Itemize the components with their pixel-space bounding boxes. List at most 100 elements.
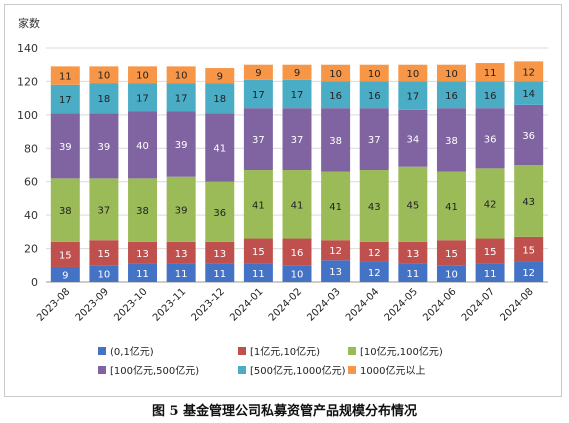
data-label: 15 (59, 250, 72, 261)
legend-swatch (348, 366, 356, 374)
data-label: 11 (136, 269, 149, 280)
data-label: 41 (445, 202, 458, 213)
bar-segment (475, 263, 505, 282)
data-label: 37 (291, 135, 304, 146)
y-tick-label: 120 (17, 75, 38, 88)
y-tick-label: 100 (17, 109, 38, 122)
bar-segment (89, 83, 119, 114)
y-tick-label: 20 (24, 243, 38, 256)
data-label: 13 (213, 249, 226, 260)
data-label: 10 (136, 71, 149, 82)
data-label: 12 (368, 268, 381, 279)
data-label: 38 (329, 136, 342, 147)
bar-segment (50, 113, 80, 179)
bar-segment (359, 261, 389, 282)
data-label: 15 (252, 247, 265, 258)
bar-segment (128, 83, 158, 112)
bar-segment (514, 81, 544, 105)
bar-segment (243, 238, 273, 264)
x-tick-label: 2024-04 (344, 286, 381, 323)
bar-segment (243, 64, 273, 80)
data-label: 17 (175, 93, 188, 104)
bar-segment (282, 79, 312, 109)
bar-segment (243, 170, 273, 239)
bar-segment (359, 108, 389, 171)
bar-segment (166, 176, 196, 242)
data-label: 11 (406, 269, 419, 280)
x-tick-label: 2024-06 (421, 286, 458, 323)
data-label: 11 (484, 269, 497, 280)
bar-segment (50, 178, 80, 242)
bar-segment (321, 64, 351, 82)
figure-caption: 图 5 基金管理公司私募资管产品规模分布情况 (151, 404, 418, 419)
data-label: 17 (291, 90, 304, 101)
bar-segment (89, 66, 119, 84)
legend: (0,1亿元) [1亿元,10亿元) [10亿元,100亿元) [100亿元,500亿… (98, 345, 443, 377)
x-tick-label: 2023-08 (35, 286, 72, 323)
bars-group: 9 15 38 39 17 11 10 15 37 39 18 10 11 13 38 40 17 10 11 13 3… (50, 61, 544, 282)
data-label: 39 (98, 142, 111, 153)
data-label: 15 (484, 247, 497, 258)
x-tick-label: 2024-01 (228, 286, 265, 323)
bar-segment (243, 79, 273, 109)
bar-segment (475, 168, 505, 239)
bar-segment (205, 83, 235, 114)
data-label: 10 (291, 270, 304, 281)
data-label: 38 (59, 206, 72, 217)
data-label: 17 (59, 95, 72, 106)
data-label: 10 (175, 71, 188, 82)
legend-swatch (98, 366, 106, 374)
x-tick-label: 2023-09 (74, 286, 111, 323)
data-label: 10 (98, 270, 111, 281)
bar-segment (166, 263, 196, 282)
bar-segment (321, 81, 351, 109)
bar-segment (89, 178, 119, 241)
data-label: 16 (329, 91, 342, 102)
bar-segment (398, 263, 428, 282)
bar-segment (128, 241, 158, 264)
data-label: 13 (406, 249, 419, 260)
bar-segment (282, 170, 312, 239)
bar-segment (243, 263, 273, 282)
data-label: 41 (291, 200, 304, 211)
data-label: 37 (252, 135, 265, 146)
x-tick-label: 2024-08 (498, 286, 535, 323)
data-label: 10 (368, 69, 381, 80)
data-label: 11 (213, 269, 226, 280)
y-tick-label: 40 (24, 209, 38, 222)
data-label: 36 (213, 208, 226, 219)
bar-segment (359, 170, 389, 242)
y-tick-label: 0 (31, 276, 38, 289)
x-tick-label: 2023-11 (151, 286, 188, 323)
data-label: 10 (98, 71, 111, 82)
bar-segment (166, 83, 196, 112)
data-label: 40 (136, 141, 149, 152)
data-label: 10 (445, 69, 458, 80)
bar-segment (243, 108, 273, 171)
bar-segment (50, 266, 80, 282)
data-label: 16 (368, 91, 381, 102)
data-label: 17 (252, 90, 265, 101)
bar-segment (398, 64, 428, 82)
data-label: 10 (329, 69, 342, 80)
bar-segment (89, 113, 119, 179)
data-label: 18 (98, 94, 111, 105)
data-label: 36 (484, 134, 497, 145)
bar-segment (205, 263, 235, 282)
bar-segment (321, 240, 351, 261)
x-tick-label: 2023-12 (190, 286, 227, 323)
bar-segment (514, 236, 544, 262)
data-label: 9 (255, 68, 261, 79)
data-label: 37 (98, 205, 111, 216)
bar-segment (436, 265, 466, 282)
data-label: 42 (484, 199, 497, 210)
bar-segment (128, 111, 158, 179)
data-label: 38 (445, 136, 458, 147)
data-label: 17 (136, 93, 149, 104)
y-tick-label: 140 (17, 42, 38, 55)
data-label: 9 (294, 68, 300, 79)
bar-segment (436, 171, 466, 241)
bar-segment (205, 68, 235, 84)
bar-segment (89, 240, 119, 266)
data-label: 45 (406, 200, 419, 211)
